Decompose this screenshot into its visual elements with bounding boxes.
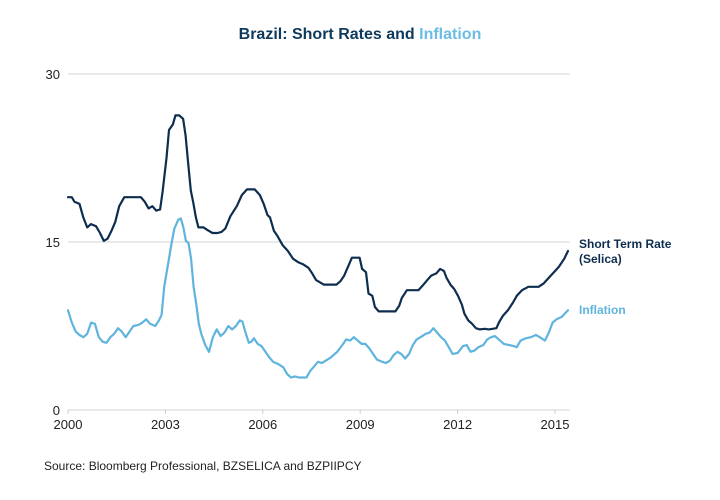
- chart-title: Brazil: Short Rates and Inflation: [0, 26, 720, 44]
- x-axis-ticks: 2000 2003 2006 2009 2012 2015: [54, 410, 570, 432]
- chart-title-prefix: Brazil: Short Rates and: [238, 26, 420, 43]
- chart-title-highlight: Inflation: [419, 26, 482, 43]
- x-tick-label: 2015: [541, 417, 570, 432]
- y-tick-label: 0: [53, 403, 60, 418]
- x-tick-label: 2000: [54, 417, 83, 432]
- series-label: Short Term Rate: [579, 237, 672, 251]
- series-lines: [66, 114, 570, 379]
- series-line-inflation: [66, 217, 570, 379]
- series-line-short-rate: [66, 114, 570, 331]
- source-note: Source: Bloomberg Professional, BZSELICA…: [44, 459, 362, 473]
- x-tick-label: 2012: [443, 417, 472, 432]
- y-tick-label: 15: [46, 235, 60, 250]
- gridlines: [68, 73, 570, 411]
- series-label: Inflation: [579, 303, 626, 317]
- x-tick-label: 2006: [248, 417, 277, 432]
- x-tick-label: 2009: [346, 417, 375, 432]
- x-tick-label: 2003: [151, 417, 180, 432]
- series-labels: Short Term Rate(Selica) Inflation: [579, 237, 672, 317]
- y-tick-label: 30: [46, 67, 60, 82]
- series-label: (Selica): [579, 252, 622, 266]
- y-axis-ticks: 0 15 30: [46, 67, 60, 418]
